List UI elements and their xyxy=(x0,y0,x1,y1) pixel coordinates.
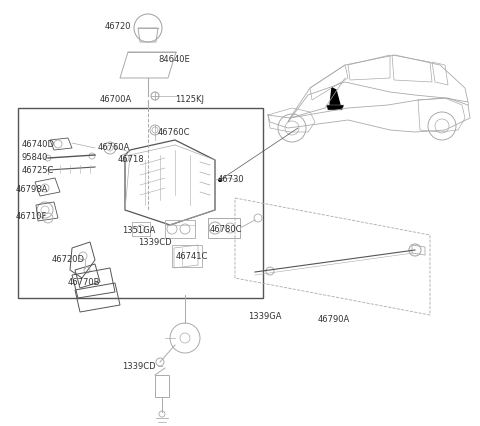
Text: 46700A: 46700A xyxy=(100,95,132,104)
Text: 1339CD: 1339CD xyxy=(122,362,156,371)
Text: 46790A: 46790A xyxy=(318,315,350,324)
Polygon shape xyxy=(330,88,340,105)
Bar xyxy=(172,245,202,267)
Text: 46770B: 46770B xyxy=(68,278,100,287)
Text: 46720: 46720 xyxy=(105,22,132,31)
Bar xyxy=(18,108,263,298)
Polygon shape xyxy=(326,105,344,110)
Text: 46760C: 46760C xyxy=(158,128,191,137)
Text: 46740D: 46740D xyxy=(22,140,55,149)
Text: 1125KJ: 1125KJ xyxy=(175,95,204,104)
Text: 46718: 46718 xyxy=(118,155,144,164)
Text: 46798A: 46798A xyxy=(16,185,48,194)
Bar xyxy=(208,218,240,238)
Text: 46710F: 46710F xyxy=(16,212,48,221)
Text: 46760A: 46760A xyxy=(98,143,131,152)
Text: 46741C: 46741C xyxy=(176,252,208,261)
Text: 46780C: 46780C xyxy=(210,225,242,234)
Bar xyxy=(132,222,150,236)
Text: 46725C: 46725C xyxy=(22,166,54,175)
Circle shape xyxy=(218,178,222,182)
Text: 1351GA: 1351GA xyxy=(122,226,156,235)
Text: 46720D: 46720D xyxy=(52,255,85,264)
Text: 95840: 95840 xyxy=(22,153,48,162)
Text: 1339GA: 1339GA xyxy=(248,312,281,321)
Text: 84640E: 84640E xyxy=(158,55,190,64)
Text: 1339CD: 1339CD xyxy=(138,238,172,247)
Bar xyxy=(155,375,169,397)
Text: 46730: 46730 xyxy=(218,175,245,184)
Bar xyxy=(165,220,195,238)
